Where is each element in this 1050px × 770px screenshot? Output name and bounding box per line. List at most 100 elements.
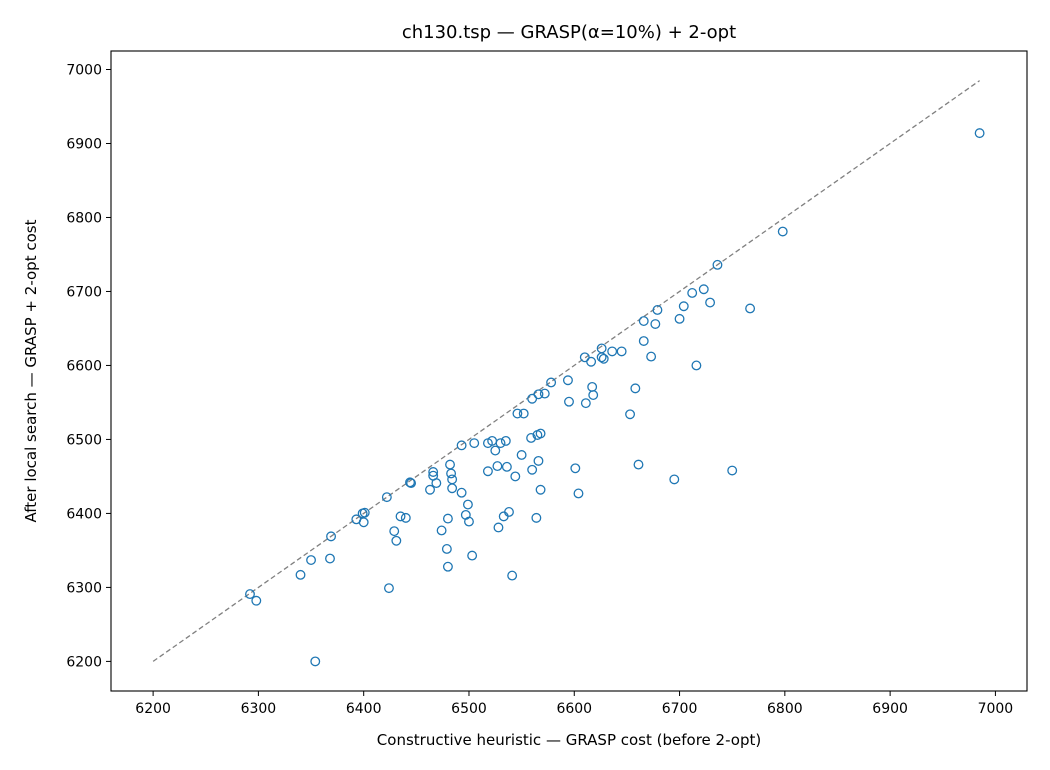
- data-point: [712, 259, 723, 270]
- data-point: [586, 356, 597, 367]
- y-axis-label: After local search — GRASP + 2-opt cost: [22, 219, 40, 522]
- x-tick-label: 6400: [346, 701, 382, 717]
- data-point: [674, 313, 685, 324]
- data-point: [638, 316, 649, 327]
- data-point: [535, 428, 546, 439]
- data-point: [596, 352, 607, 363]
- data-point: [456, 487, 467, 498]
- data-point: [447, 483, 458, 494]
- data-point: [646, 351, 657, 362]
- chart-title: ch130.tsp — GRASP(α=10%) + 2-opt: [402, 22, 736, 43]
- data-point: [516, 450, 527, 460]
- y-tick-label: 6700: [66, 284, 102, 300]
- data-point: [527, 464, 538, 475]
- data-point: [431, 478, 442, 489]
- y-tick-label: 7000: [66, 62, 102, 78]
- data-point: [633, 459, 644, 470]
- y-tick-label: 6500: [66, 432, 102, 448]
- data-point: [546, 377, 557, 388]
- data-point: [456, 440, 467, 451]
- data-point: [359, 507, 370, 518]
- data-point: [428, 467, 439, 477]
- data-point: [652, 305, 663, 315]
- data-point: [650, 319, 661, 329]
- plot-area: 6200 6300 6400 6500 6600 6700 6800 6900 7000 6200…: [66, 50, 1028, 717]
- data-point: [512, 408, 523, 419]
- y-tick-label: 6600: [66, 358, 102, 374]
- data-point: [630, 383, 641, 394]
- data-point: [441, 543, 452, 554]
- data-point: [526, 433, 537, 443]
- data-point: [691, 360, 702, 371]
- data-point: [295, 569, 306, 580]
- data-point: [326, 531, 337, 542]
- data-point: [745, 303, 756, 314]
- plot-frame: [110, 50, 1028, 692]
- data-point: [518, 408, 529, 419]
- data-point: [381, 492, 392, 503]
- data-point: [389, 526, 400, 537]
- data-point: [539, 388, 550, 399]
- x-tick-label: 6200: [135, 701, 171, 717]
- data-point: [727, 465, 738, 476]
- data-point: [442, 561, 453, 572]
- data-point: [405, 477, 415, 488]
- data-point: [358, 517, 369, 528]
- data-point: [564, 396, 574, 407]
- data-point: [495, 438, 506, 449]
- data-point: [306, 555, 316, 565]
- data-point: [678, 301, 689, 312]
- data-point: [391, 535, 402, 546]
- x-tick-label: 6300: [241, 701, 277, 717]
- data-point: [510, 471, 521, 482]
- data-point: [501, 461, 512, 472]
- x-axis-label: Constructive heuristic — GRASP cost (bef…: [377, 731, 761, 749]
- data-point: [974, 128, 985, 139]
- reference-line-y-equals-x: [152, 80, 980, 662]
- data-point: [325, 553, 335, 564]
- data-point: [698, 284, 709, 295]
- y-tick-label: 6900: [66, 136, 102, 152]
- x-tick-label: 6500: [451, 701, 487, 717]
- data-point: [464, 516, 474, 527]
- data-point: [384, 583, 394, 594]
- data-point: [562, 375, 573, 386]
- x-tick-label: 6900: [872, 701, 908, 717]
- data-point: [533, 455, 544, 466]
- data-point: [500, 435, 511, 446]
- data-point: [531, 512, 542, 523]
- data-point: [687, 287, 698, 298]
- data-point: [482, 466, 493, 477]
- data-point: [580, 398, 591, 409]
- data-point: [607, 346, 618, 357]
- y-tick-label: 6800: [66, 210, 102, 226]
- data-point: [504, 506, 514, 517]
- x-tick-label: 6700: [662, 701, 698, 717]
- data-point: [490, 445, 501, 456]
- data-point: [705, 297, 716, 308]
- data-point: [625, 409, 636, 420]
- data-point: [777, 226, 788, 237]
- x-tick-label: 6600: [556, 701, 592, 717]
- data-point: [535, 484, 546, 495]
- data-point: [446, 468, 457, 479]
- data-point: [251, 595, 262, 606]
- data-point: [492, 461, 503, 472]
- data-point: [598, 353, 609, 364]
- y-tick-label: 6400: [66, 506, 102, 522]
- data-point: [588, 390, 599, 400]
- data-point: [533, 389, 544, 400]
- data-point: [442, 513, 453, 524]
- y-tick-label: 6200: [66, 654, 102, 670]
- y-tick-label: 6300: [66, 580, 102, 596]
- x-tick-label: 6800: [767, 701, 803, 717]
- data-point: [469, 438, 480, 449]
- data-point: [400, 512, 411, 523]
- x-tick-label: 7000: [978, 701, 1014, 717]
- data-point: [425, 484, 435, 495]
- data-point: [406, 478, 417, 489]
- data-point: [245, 589, 255, 600]
- data-point: [573, 488, 584, 499]
